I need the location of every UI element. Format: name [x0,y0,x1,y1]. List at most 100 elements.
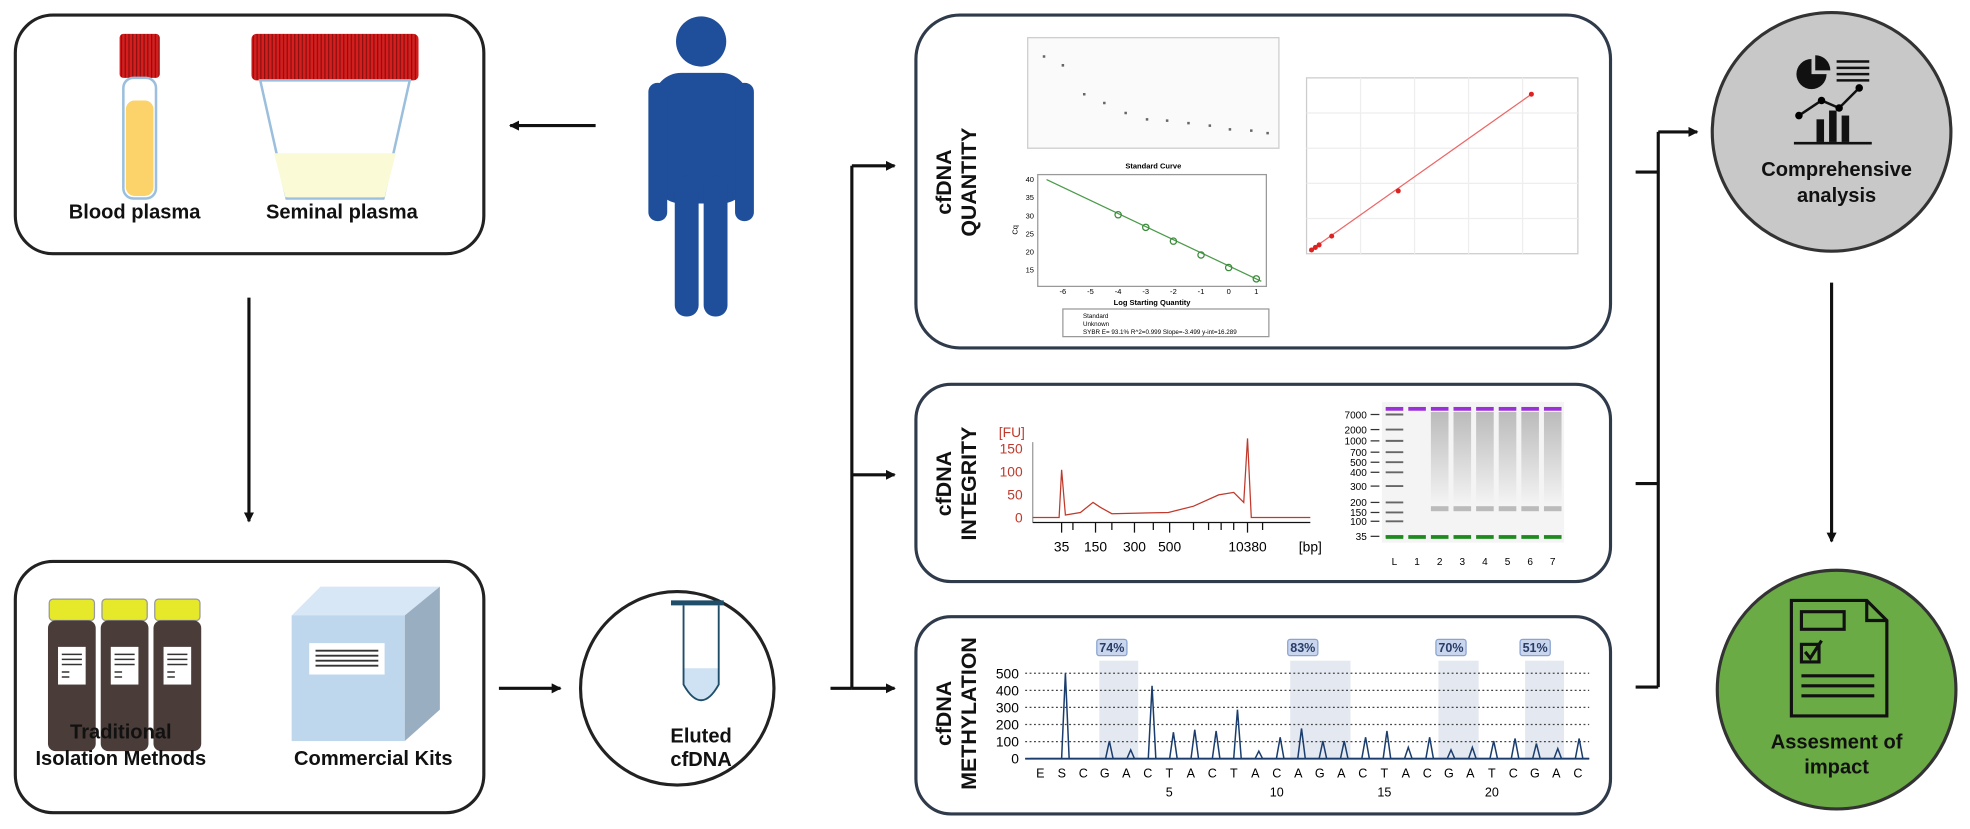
highlight [1525,660,1565,759]
y-tick-label: 35 [1026,193,1034,202]
base-label: A [1402,767,1411,781]
panel-label: cfDNA [932,150,956,215]
highlight [1099,660,1139,759]
kit-lines [315,649,379,667]
base-label: C [1079,767,1088,781]
band [1453,506,1472,512]
panel-label: cfDNA [932,451,956,516]
base-label: G [1315,767,1325,781]
position-label: 15 [1377,785,1391,799]
marker-bottom [1453,535,1472,539]
base-label: E [1036,767,1044,781]
percent-label: 83% [1290,641,1315,655]
bottle-cap [101,598,148,622]
base-label: G [1530,767,1540,781]
lane-label: 6 [1527,557,1533,568]
percent-box [1287,638,1319,657]
band [1543,506,1562,512]
x-tick-label: 0 [1227,287,1231,296]
impact-circle [1715,568,1958,811]
base-label: T [1380,767,1388,781]
base-label: A [1466,767,1475,781]
y-tick-label: 500 [996,665,1019,681]
cup-cap [251,33,419,81]
panel-label: INTEGRITY [957,427,981,541]
base-label: T [1165,767,1173,781]
seminal [274,153,396,198]
y-tick-label: 25 [1026,229,1034,238]
base-label: S [1058,767,1066,781]
y-tick-label: 150 [1000,441,1023,457]
ladder-label: 700 [1350,448,1367,459]
amp-points [1042,55,1269,135]
x-tick-label: 500 [1158,538,1181,554]
highlight [1438,660,1479,759]
band [1521,506,1539,512]
marker-top [1498,406,1517,411]
trace [1032,438,1311,519]
kit [291,615,405,742]
percent-label: 51% [1523,641,1548,655]
marker-bottom [1476,535,1494,539]
label: Traditional [70,722,172,744]
smear [1476,411,1494,505]
y-tick-label: 100 [996,734,1019,750]
marker-top [1453,406,1472,411]
panel-label: cfDNA [932,681,956,746]
percent-label: 74% [1099,641,1124,655]
ladder-label: 200 [1350,498,1367,509]
eluted-circle [578,590,776,787]
report-icon [1789,598,1889,718]
label: cfDNA [670,749,731,771]
kit [404,586,440,742]
lane-label: 7 [1550,557,1556,568]
y-tick-label: 20 [1026,247,1034,256]
x-tick-label: 300 [1123,538,1146,554]
y-tick-label: 0 [1015,510,1023,526]
bottle-lines [114,653,135,678]
legend-text: SYBR E= 93.1% R^2=0.999 Slope=-3.499 y-i… [1083,329,1237,336]
lane-label: L [1392,557,1398,568]
x-tick-label: 10380 [1228,538,1267,554]
x-tick-label: 150 [1084,538,1107,554]
lane-label: 5 [1505,557,1511,568]
bottle-cap [48,598,96,622]
label: analysis [1797,185,1876,207]
y-tick-label: 300 [996,699,1019,715]
ladder-label: 35 [1356,532,1368,543]
marker-top [1430,406,1449,411]
unit: [bp] [1299,538,1322,554]
percent-box [1096,638,1128,657]
label: Eluted [670,725,731,747]
kit-label [309,643,385,675]
x-tick-label: -4 [1115,287,1122,296]
marker-bottom [1543,535,1562,539]
unit: [FU] [999,424,1025,440]
position-label: 10 [1270,785,1284,799]
ladder-label: 7000 [1345,410,1368,421]
axis-label: Log Starting Quantity [1114,298,1192,307]
base-label: A [1187,767,1196,781]
base-label: C [1423,767,1432,781]
bottle-lines [167,653,188,678]
x-tick-label: -1 [1198,287,1205,296]
lane-label: 2 [1437,557,1443,568]
peaks [1030,673,1590,760]
x-tick-label: -3 [1142,287,1149,296]
base-label: C [1509,767,1518,781]
ladder-label: 300 [1350,482,1367,493]
abs-line [1308,93,1532,252]
legend-text: Standard [1083,313,1109,320]
eluate [683,668,719,701]
tube [682,605,720,702]
band [1476,506,1494,512]
x-tick-label: 1 [1254,287,1258,296]
label: Isolation Methods [35,748,206,770]
lane-label: 1 [1414,557,1420,568]
y-tick-label: 40 [1026,175,1034,184]
bottle-label [163,646,192,685]
y-tick-label: 15 [1026,266,1034,275]
y-tick-label: 0 [1011,751,1019,767]
analysis-icon [1793,55,1872,145]
